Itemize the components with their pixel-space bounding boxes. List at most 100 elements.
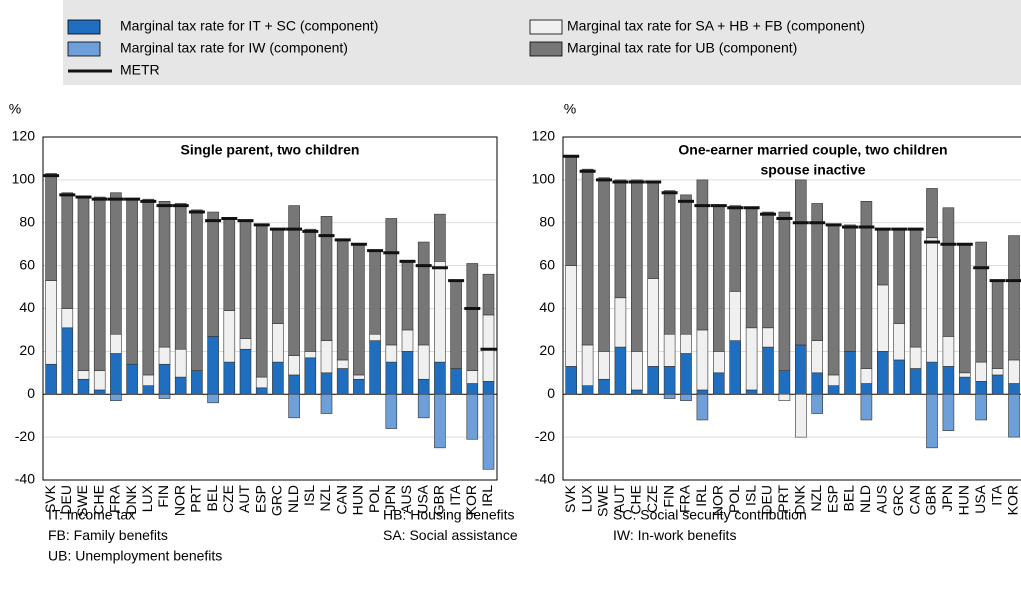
x-tick-label: USA [414, 484, 430, 513]
bar-segment [926, 188, 938, 239]
bar-segment [417, 378, 430, 395]
bar-segment [893, 359, 906, 395]
x-tick-label: USA [972, 484, 988, 513]
bar-segment [336, 368, 349, 395]
bar-segment [598, 378, 610, 395]
bar-segment [482, 381, 495, 395]
bar-segment [811, 372, 824, 395]
bar-segment [1008, 383, 1020, 395]
bar-segment [663, 393, 676, 399]
footnote: UB: Unemployment benefits [48, 548, 222, 564]
bar-segment [794, 344, 807, 395]
bar-segment [663, 190, 676, 335]
x-tick-label: DEU [759, 485, 775, 515]
bar-segment [158, 393, 171, 399]
bar-segment [482, 273, 495, 316]
y-tick-label: 40 [539, 299, 555, 315]
y-tick-label: -40 [535, 471, 555, 487]
bar-segment [581, 168, 594, 346]
bar-segment [745, 327, 758, 391]
y-tick-label: 60 [539, 256, 555, 272]
bar-segment [320, 372, 333, 395]
bar-segment [614, 297, 627, 348]
bar-segment [827, 374, 840, 386]
x-tick-label: IRL [693, 485, 709, 507]
x-tick-label: GBR [431, 485, 447, 515]
bar-segment [385, 393, 398, 429]
x-tick-label: NOR [171, 485, 187, 516]
legend-swatch [67, 41, 101, 57]
x-tick-label: AUS [398, 485, 414, 514]
bar-segment [61, 308, 74, 329]
bar-segment [827, 224, 840, 376]
bar-segment [1008, 359, 1020, 384]
y-axis-label: % [9, 101, 21, 117]
y-tick-label: 100 [532, 171, 556, 187]
x-tick-label: FRA [107, 484, 123, 513]
bar-segment [142, 198, 155, 376]
bar-segment [893, 228, 906, 324]
bar-segment [794, 393, 807, 438]
bar-segment [77, 370, 90, 380]
x-tick-label: NZL [317, 485, 333, 512]
bar-segment [893, 323, 906, 361]
x-tick-label: KOR [463, 485, 479, 515]
bar-segment [647, 278, 660, 367]
x-tick-label: AUT [236, 485, 252, 513]
x-tick-label: HUN [350, 485, 366, 515]
bar-segment [909, 228, 922, 348]
x-tick-label: FRA [677, 484, 693, 513]
bar-segment [385, 361, 398, 395]
legend-label: Marginal tax rate for IW (component) [120, 40, 348, 56]
y-tick-label: 120 [532, 128, 556, 144]
bar-segment [778, 211, 791, 371]
bar-segment [466, 263, 479, 371]
x-tick-label: SWE [595, 485, 611, 517]
bar-segment [336, 359, 349, 369]
bar-segment [320, 340, 333, 374]
bar-segment [353, 374, 365, 380]
bar-segment [191, 370, 203, 395]
bar-segment [304, 357, 317, 395]
x-tick-label: GBR [923, 485, 939, 515]
x-tick-label: CAN [906, 485, 922, 515]
x-tick-label: ITA [447, 484, 463, 505]
bar-segment [663, 366, 676, 395]
bar-segment [304, 351, 317, 359]
x-tick-label: SVK [562, 484, 578, 513]
bar-segment [369, 250, 381, 335]
bar-segment [110, 393, 122, 401]
x-tick-label: CHE [90, 485, 106, 515]
bar-segment [207, 393, 219, 404]
plot-frame [562, 136, 1021, 481]
bar-segment [762, 346, 774, 395]
y-tick-label: 80 [539, 213, 555, 229]
bar-segment [647, 181, 660, 279]
bar-segment [126, 363, 138, 395]
bar-segment [45, 173, 57, 281]
x-tick-label: FIN [155, 485, 171, 508]
bar-segment [207, 336, 219, 395]
bar-segment [958, 376, 971, 395]
bar-segment [876, 351, 889, 395]
bar-segment [909, 368, 922, 395]
bar-segment [860, 393, 873, 421]
x-tick-label: CZE [220, 485, 236, 513]
bar-segment [110, 353, 122, 395]
legend-label: Marginal tax rate for IT + SC (component… [120, 18, 378, 34]
legend-label: METR [120, 62, 160, 78]
bar-segment [811, 393, 824, 414]
bar-segment [844, 351, 856, 395]
bar-segment [369, 333, 381, 341]
bar-segment [926, 393, 938, 449]
x-tick-label: IRL [479, 485, 495, 507]
bar-segment [942, 336, 955, 367]
x-tick-label: BEL [204, 485, 220, 512]
bar-segment [844, 224, 856, 352]
footnote: HB: Housing benefits [383, 507, 515, 523]
footnote: FB: Family benefits [48, 527, 168, 543]
y-axis-label: % [564, 101, 576, 117]
bar-segment [1008, 235, 1020, 361]
bar-segment [255, 224, 268, 378]
bar-segment [630, 389, 643, 395]
